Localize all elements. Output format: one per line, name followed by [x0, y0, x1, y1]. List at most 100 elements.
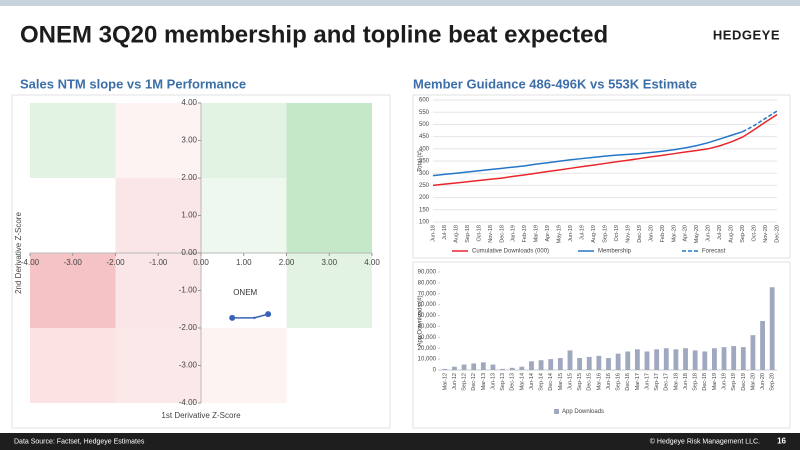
y-tick-label: 500 [419, 122, 430, 128]
bar [519, 366, 525, 370]
x-tick-label: Sep-15 [577, 373, 583, 391]
y-tick-label: 400 [419, 146, 430, 152]
x-tick-label: Sep-16 [616, 373, 622, 391]
legend-swatch [554, 409, 559, 414]
x-tick-label: 3.00 [321, 258, 337, 267]
x-tick-label: Dec-12 [471, 373, 477, 391]
bar [750, 335, 756, 370]
y-tick-label: 550 [419, 110, 430, 116]
quadrant-cell [30, 253, 116, 328]
x-tick-label: Oct-19 [614, 225, 620, 242]
x-tick-label: Jan-19 [511, 225, 517, 242]
y-tick-label: 600 [419, 98, 430, 104]
x-tick-label: Jun-20 [760, 373, 766, 390]
x-tick-label: -2.00 [106, 258, 125, 267]
x-tick-label: Dec-18 [499, 225, 505, 243]
x-tick-label: Jun-16 [606, 373, 612, 390]
x-tick-label: Jul-18 [442, 225, 448, 240]
x-tick-label: Jun-18 [683, 373, 689, 390]
y-tick-label: 90,000 [418, 270, 437, 276]
x-tick-label: Dec-18 [702, 373, 708, 391]
x-tick-label: Mar-15 [558, 373, 564, 390]
bar [644, 351, 650, 370]
logo: HEDGEYE [713, 27, 780, 42]
x-tick-label: Sep-19 [731, 373, 737, 391]
x-tick-label: 1.00 [236, 258, 252, 267]
scatter-point [253, 316, 256, 320]
bar [740, 347, 746, 370]
x-tick-label: May-19 [557, 225, 563, 243]
x-tick-label: Mar-20 [671, 225, 677, 242]
quadrant-cell [30, 103, 116, 178]
x-tick-label: Nov-19 [625, 225, 631, 243]
x-tick-label: Jun-13 [490, 373, 496, 390]
bar [596, 355, 602, 370]
quadrant-cell [286, 178, 372, 253]
bar [663, 348, 669, 370]
y-tick-label: 60,000 [418, 302, 437, 308]
point-label: ONEM [233, 288, 257, 297]
footer-bar [0, 433, 800, 450]
y-tick-label: 1.00 [181, 211, 197, 220]
x-tick-label: Jan-20 [648, 225, 654, 242]
y-tick-label: 350 [419, 159, 430, 165]
bar [721, 347, 727, 370]
x-tick-label: Dec-20 [774, 225, 780, 243]
x-tick-label: Apr-19 [545, 225, 551, 242]
quadrant-cell [286, 103, 372, 178]
bar [548, 359, 554, 370]
x-tick-label: 2.00 [279, 258, 295, 267]
chart-title: Sales NTM slope vs 1M Performance [20, 76, 246, 91]
bar [606, 358, 611, 370]
bar [634, 349, 640, 370]
x-tick-label: Dec-16 [625, 373, 631, 391]
line-series [432, 114, 778, 187]
bar [760, 321, 765, 370]
panel [412, 261, 791, 429]
x-tick-label: Dec-15 [587, 373, 593, 391]
x-tick-label: Dec-19 [637, 225, 643, 243]
y-tick-label: 450 [419, 134, 430, 140]
legend-label: Forecast [702, 249, 726, 255]
x-tick-label: Sep-14 [539, 373, 545, 391]
x-tick-label: Jul-20 [717, 225, 723, 240]
bar [461, 364, 467, 370]
quadrant-cell [115, 103, 201, 178]
x-tick-label: Sep-17 [654, 373, 660, 391]
quadrant-cell [30, 178, 116, 253]
y-tick-label: 10,000 [418, 357, 437, 363]
x-tick-label: Sep-12 [462, 373, 468, 391]
x-tick-label: Jul-19 [580, 225, 586, 240]
x-tick-label: Sep-18 [693, 373, 699, 391]
x-tick-label: Jun-19 [721, 373, 727, 390]
y-tick-label: -3.00 [179, 361, 198, 370]
legend-label: Cumulative Downloads (000) [472, 249, 549, 255]
x-tick-label: Aug-19 [591, 225, 597, 243]
x-tick-label: Mar-14 [519, 373, 525, 390]
y-tick-label: 40,000 [418, 324, 437, 330]
bar [577, 358, 583, 370]
x-tick-label: Jun-20 [706, 225, 712, 242]
x-axis-label: 1st Derivative Z-Score [161, 411, 241, 420]
legend-label: App Downloads [562, 409, 604, 415]
quadrant-cell [115, 253, 201, 328]
bar [452, 366, 457, 370]
x-tick-label: Jun-15 [567, 373, 573, 390]
scatter-point [229, 314, 236, 321]
y-tick-label: 80,000 [418, 280, 437, 286]
y-tick-label: 20,000 [418, 346, 437, 352]
x-tick-label: Mar-19 [712, 373, 718, 390]
footer-source: Data Source: Factset, Hedgeye Estimates [14, 438, 145, 445]
x-tick-label: Sep-20 [740, 225, 746, 243]
y-tick-label: 200 [419, 195, 430, 201]
x-tick-label: Jun-14 [529, 373, 535, 390]
footer-copyright: © Hedgeye Risk Management LLC. [650, 437, 760, 445]
panel [412, 94, 791, 259]
bar [471, 363, 477, 370]
bar [586, 356, 592, 370]
y-tick-label: -4.00 [179, 398, 198, 407]
x-tick-label: Sep-19 [602, 225, 608, 243]
x-tick-label: Oct-20 [752, 225, 758, 242]
bar [654, 349, 660, 370]
